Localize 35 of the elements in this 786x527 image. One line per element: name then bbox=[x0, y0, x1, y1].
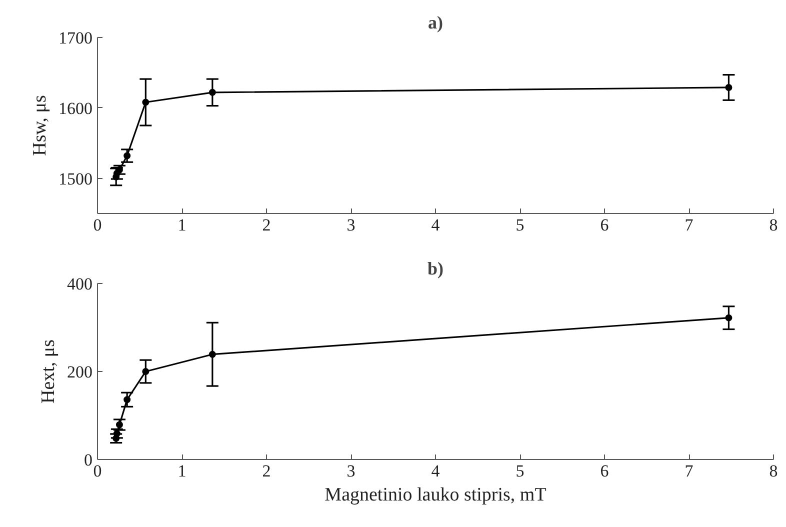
y-tick-label: 400 bbox=[67, 274, 92, 294]
x-tick-label: 8 bbox=[769, 462, 778, 480]
y-tick-label: 1500 bbox=[58, 169, 92, 188]
point bbox=[124, 152, 131, 160]
point bbox=[142, 368, 150, 375]
x-tick-label: 7 bbox=[684, 216, 694, 234]
x-tick-label: 5 bbox=[516, 462, 524, 480]
point bbox=[142, 98, 150, 106]
x-tick-label: 2 bbox=[262, 462, 271, 480]
y-tick-label: 1600 bbox=[58, 98, 92, 118]
y-tick-label: 1700 bbox=[58, 28, 92, 48]
x-tick-label: 7 bbox=[684, 462, 694, 480]
point bbox=[725, 84, 732, 91]
point bbox=[208, 88, 216, 96]
x-tick-label: 6 bbox=[600, 216, 609, 234]
x-tick-label: 2 bbox=[262, 216, 271, 234]
x-tick-label: 4 bbox=[431, 216, 440, 234]
x-axis-title: Magnetinio lauko stipris, mT bbox=[324, 484, 547, 506]
x-tick-label: 3 bbox=[346, 462, 356, 480]
x-tick-label: 4 bbox=[431, 462, 440, 480]
chart-title: a) bbox=[428, 12, 444, 32]
point bbox=[124, 396, 131, 404]
x-tick-label: 1 bbox=[178, 216, 186, 234]
x-tick-label: 5 bbox=[516, 216, 524, 234]
point bbox=[208, 350, 216, 358]
x-tick-label: 1 bbox=[178, 462, 186, 480]
y-tick-label: 200 bbox=[67, 362, 92, 382]
y-axis-title: Hext, μs bbox=[38, 339, 59, 404]
x-tick-label: 6 bbox=[600, 462, 609, 480]
x-tick-label: 3 bbox=[346, 216, 356, 234]
point bbox=[113, 430, 120, 438]
x-tick-label: 8 bbox=[769, 216, 778, 234]
y-axis-title: Hsw, μs bbox=[30, 95, 50, 156]
point bbox=[725, 314, 732, 322]
chart-title: b) bbox=[428, 258, 444, 278]
